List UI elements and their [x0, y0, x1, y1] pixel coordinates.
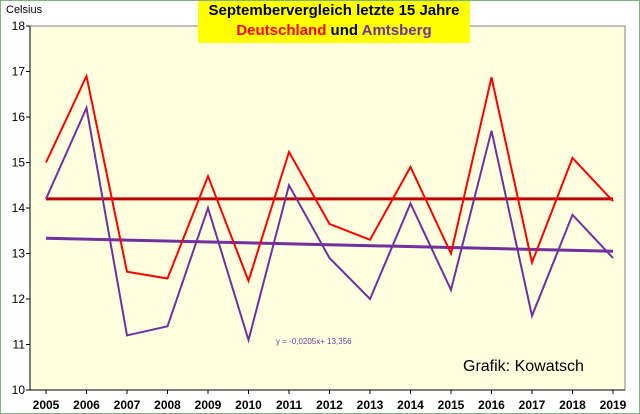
x-tick-label: 2010 [235, 398, 262, 412]
title-series-deutschland: Deutschland [236, 22, 327, 39]
y-axis: 10 11 12 13 14 15 16 17 18 [12, 19, 31, 397]
x-tick-label: 2005 [33, 398, 60, 412]
chart-credit: Grafik: Kowatsch [463, 358, 584, 375]
x-tick-label: 2018 [559, 398, 586, 412]
title-connector: und [326, 22, 362, 39]
y-tick-label: 11 [13, 338, 26, 352]
x-tick-label: 2007 [114, 398, 141, 412]
x-tick-label: 2012 [316, 398, 343, 412]
series-line-2 [45, 104, 614, 344]
title-line-2: Deutschland und Amtsberg [198, 21, 470, 41]
x-tick-label: 2016 [478, 398, 505, 412]
x-tick-label: 2009 [195, 398, 222, 412]
y-tick-label: 16 [12, 110, 26, 124]
x-tick-label: 2017 [519, 398, 546, 412]
y-tick-label: 12 [12, 292, 26, 306]
y-axis-label: Celsius [6, 4, 43, 16]
x-axis: 2005 2006 2007 2008 2009 2010 2011 2012 2013 2014… [30, 389, 627, 412]
y-tick-label: 14 [12, 201, 26, 215]
y-tick-label: 17 [12, 65, 26, 79]
series-lines [45, 72, 614, 344]
x-tick-label: 2019 [600, 398, 627, 412]
x-tick-label: 2006 [73, 398, 100, 412]
y-tick-label: 13 [12, 247, 26, 261]
y-tick-label: 18 [12, 19, 26, 33]
plot-area [29, 25, 626, 391]
x-tick-label: 2014 [397, 398, 424, 412]
title-series-amtsberg: Amtsberg [361, 22, 432, 39]
title-line-1: Septembervergleich letzte 15 Jahre [208, 2, 460, 19]
x-tick-label: 2011 [276, 398, 302, 412]
chart-title: Septembervergleich letzte 15 Jahre Deuts… [198, 1, 470, 43]
trendline-2 [45, 236, 614, 253]
y-tick-label: 15 [12, 156, 26, 170]
x-tick-label: 2015 [438, 398, 465, 412]
trendline-equation: y = -0,0205x+ 13,356 [276, 337, 352, 346]
y-tick-label: 10 [12, 383, 26, 397]
x-tick-label: 2013 [357, 398, 384, 412]
x-tick-label: 2008 [154, 398, 181, 412]
series-line-1 [45, 72, 614, 284]
